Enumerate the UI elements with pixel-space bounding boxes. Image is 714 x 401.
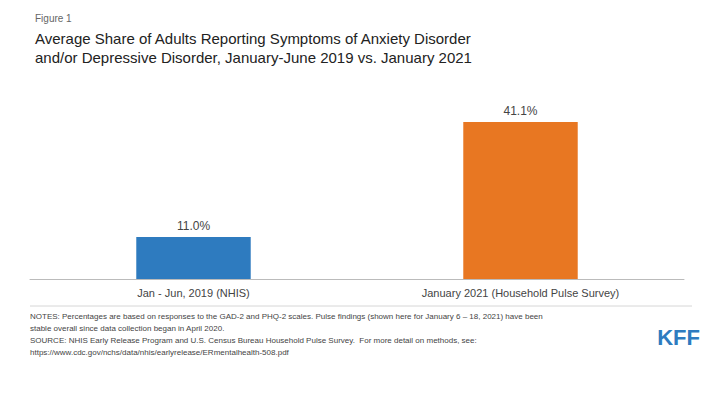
- svg-text:Jan - Jun, 2019 (NHIS): Jan - Jun, 2019 (NHIS): [137, 287, 250, 299]
- svg-text:NOTES: Percentages are based o: NOTES: Percentages are based on response…: [30, 312, 543, 321]
- svg-text:Average Share of Adults Report: Average Share of Adults Reporting Sympto…: [35, 30, 471, 47]
- svg-text:https://www.cdc.gov/nchs/data/: https://www.cdc.gov/nchs/data/nhis/early…: [30, 348, 290, 357]
- svg-text:KFF: KFF: [657, 325, 700, 350]
- svg-text:January 2021 (Household Pulse: January 2021 (Household Pulse Survey): [422, 287, 620, 299]
- svg-text:SOURCE: NHIS Early Release Pro: SOURCE: NHIS Early Release Program and U…: [30, 336, 477, 345]
- svg-text:11.0%: 11.0%: [177, 219, 210, 233]
- svg-text:Figure 1: Figure 1: [35, 13, 72, 24]
- svg-text:stable overall since data coll: stable overall since data collection beg…: [30, 324, 224, 333]
- svg-text:41.1%: 41.1%: [503, 104, 537, 118]
- svg-text:and/or Depressive Disorder, Ja: and/or Depressive Disorder, January-June…: [35, 49, 472, 66]
